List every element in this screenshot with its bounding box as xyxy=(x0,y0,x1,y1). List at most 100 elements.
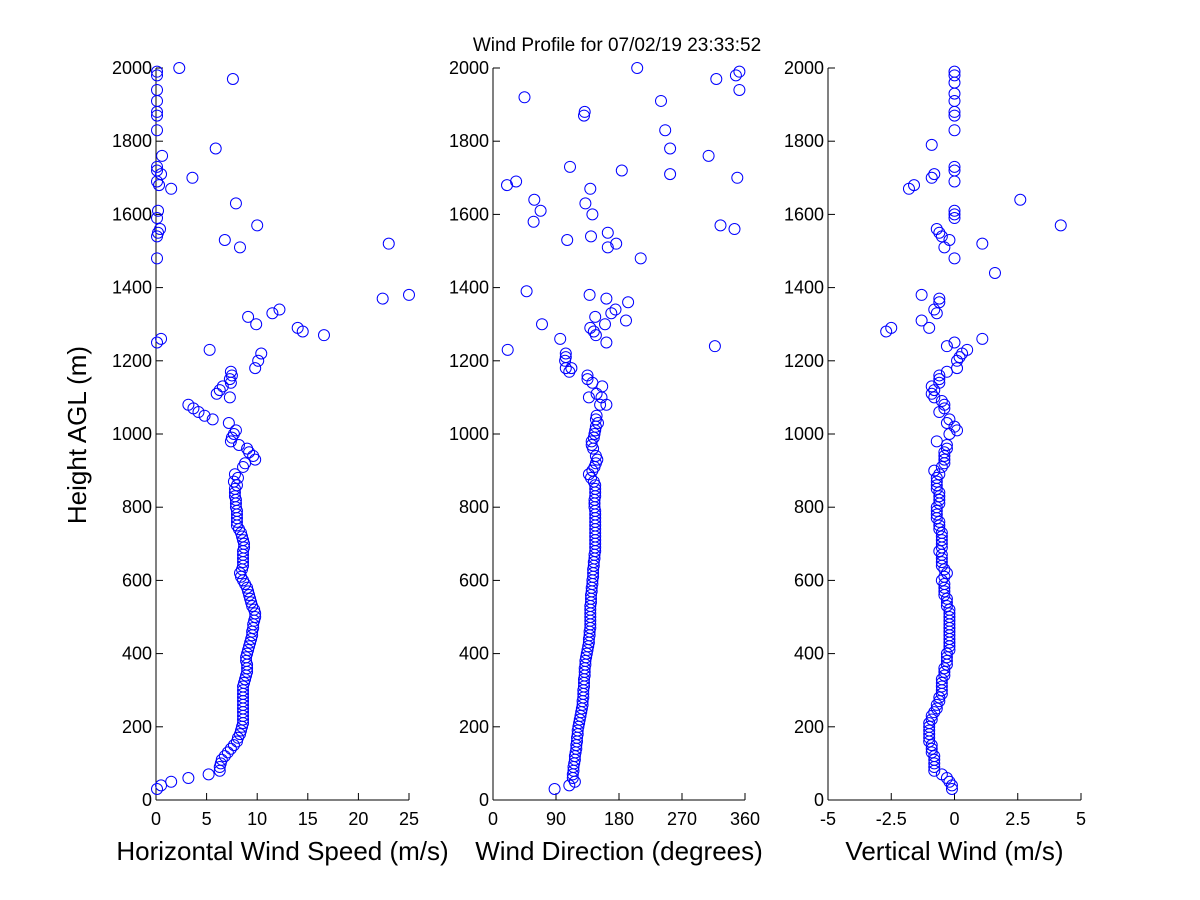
data-point xyxy=(582,391,595,404)
data-point xyxy=(590,409,603,422)
data-point xyxy=(729,69,742,82)
data-point xyxy=(915,288,928,301)
data-point xyxy=(930,508,943,521)
data-point xyxy=(940,596,953,609)
y-tick-label: 200 xyxy=(122,717,152,737)
x-tick-label: 5 xyxy=(1076,809,1086,829)
data-point xyxy=(151,252,164,265)
data-point xyxy=(609,303,622,316)
data-point xyxy=(943,413,956,426)
data-point xyxy=(933,519,946,532)
data-point xyxy=(1014,193,1027,206)
data-point xyxy=(589,413,602,426)
data-point xyxy=(589,310,602,323)
data-point xyxy=(948,160,961,173)
data-point xyxy=(151,69,164,82)
data-point xyxy=(938,402,951,415)
data-point xyxy=(224,365,237,378)
data-point xyxy=(563,365,576,378)
data-point xyxy=(501,343,514,356)
data-point xyxy=(940,647,953,660)
data-point xyxy=(403,288,415,301)
data-point xyxy=(151,160,164,173)
x-axis-label: Vertical Wind (m/s) xyxy=(845,836,1063,866)
data-point xyxy=(231,471,244,484)
y-tick-label: 200 xyxy=(459,717,489,737)
data-point xyxy=(559,347,572,360)
x-tick-label: 2.5 xyxy=(1005,809,1030,829)
data-point xyxy=(948,208,961,221)
data-point xyxy=(151,124,164,137)
data-point xyxy=(610,237,623,250)
data-point xyxy=(222,417,235,430)
x-tick-label: 360 xyxy=(730,809,760,829)
data-point xyxy=(634,252,647,265)
data-point xyxy=(218,750,231,763)
data-point xyxy=(382,237,395,250)
data-point xyxy=(581,369,594,382)
data-point xyxy=(585,471,597,484)
data-point xyxy=(925,713,938,726)
data-point xyxy=(584,321,597,334)
data-point xyxy=(233,241,246,254)
data-point xyxy=(664,142,677,155)
data-point xyxy=(213,384,226,397)
data-point xyxy=(151,65,164,78)
y-tick-label: 2000 xyxy=(112,58,152,78)
data-point xyxy=(948,164,961,177)
data-point xyxy=(925,746,938,759)
data-point xyxy=(587,325,600,338)
data-point xyxy=(594,398,607,411)
data-point xyxy=(599,318,611,331)
x-tick-label: 0 xyxy=(949,809,959,829)
y-tick-label: 0 xyxy=(142,790,152,810)
x-tick-label: 10 xyxy=(247,809,267,829)
data-point xyxy=(930,471,943,484)
data-point xyxy=(209,142,222,155)
data-point xyxy=(930,698,943,711)
panel-vertical-wind: 0 200 400 600 800 1000 1200 1400 1600 1800 2000 -5 -… xyxy=(784,58,1086,866)
panel-horizontal-speed: 0 200 400 600 800 1000 1200 1400 1600 1800 2000 0 5 1… xyxy=(112,58,449,866)
data-point xyxy=(925,171,938,184)
data-point xyxy=(592,417,604,430)
data-point xyxy=(554,332,567,345)
data-point xyxy=(930,223,943,236)
data-point xyxy=(151,109,164,122)
data-point xyxy=(938,563,951,576)
data-point xyxy=(948,65,961,78)
data-point xyxy=(938,578,951,591)
data-point xyxy=(520,285,533,298)
data-point xyxy=(940,600,953,613)
data-point xyxy=(510,175,523,188)
data-point xyxy=(953,351,966,364)
data-point xyxy=(710,72,723,85)
data-point xyxy=(548,783,561,796)
data-point xyxy=(583,288,596,301)
data-point xyxy=(988,266,1001,279)
data-point xyxy=(206,413,219,426)
data-point xyxy=(198,409,211,422)
data-point xyxy=(976,332,989,345)
data-point xyxy=(631,62,644,74)
data-point xyxy=(933,486,946,499)
data-point xyxy=(585,438,598,451)
data-point xyxy=(251,219,264,232)
data-point xyxy=(925,387,938,400)
data-point xyxy=(151,164,164,177)
data-point xyxy=(229,197,242,210)
y-tick-label: 200 xyxy=(794,717,824,737)
data-point xyxy=(584,182,597,195)
data-point xyxy=(273,303,286,316)
data-point xyxy=(933,292,946,305)
y-tick-label: 0 xyxy=(814,790,824,810)
data-point xyxy=(930,435,943,448)
data-point xyxy=(559,351,572,364)
data-point xyxy=(923,720,936,733)
data-point xyxy=(948,336,961,349)
data-point xyxy=(951,362,964,375)
data-point xyxy=(586,464,599,477)
data-point xyxy=(933,695,946,708)
data-point xyxy=(1054,219,1067,232)
